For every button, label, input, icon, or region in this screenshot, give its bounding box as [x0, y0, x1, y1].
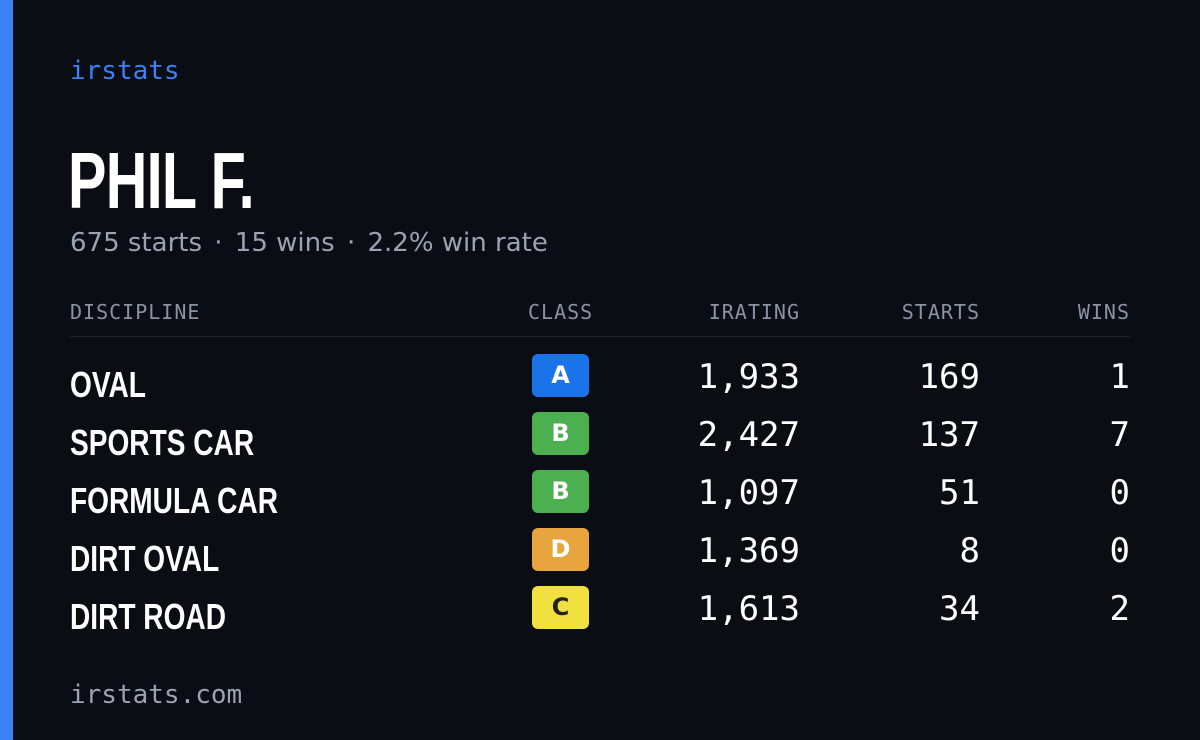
table-row: DIRT ROAD C 1,613 34 2 — [70, 584, 1130, 642]
discipline-name: DIRT OVAL — [70, 538, 220, 579]
irating-value: 1,097 — [697, 473, 800, 513]
accent-bar — [0, 0, 13, 740]
table-row: DIRT OVAL D 1,369 8 0 — [70, 526, 1130, 584]
driver-name: PHIL F. — [68, 136, 255, 225]
starts-value: 8 — [959, 531, 980, 571]
summary-starts: 675 starts — [70, 228, 202, 258]
header-class: CLASS — [528, 300, 594, 324]
class-badge: D — [532, 528, 589, 571]
driver-summary: 675 starts · 15 wins · 2.2% win rate — [70, 228, 548, 258]
starts-value: 137 — [918, 415, 980, 455]
discipline-table: OVAL A 1,933 169 1 SPORTS CAR B 2,427 13… — [70, 352, 1130, 642]
footer-url: irstats.com — [70, 680, 243, 710]
summary-separator: · — [214, 228, 223, 258]
irating-value: 1,933 — [697, 357, 800, 397]
summary-wins: 15 wins — [234, 228, 335, 258]
irating-value: 2,427 — [697, 415, 800, 455]
discipline-name: FORMULA CAR — [70, 480, 278, 521]
discipline-name: DIRT ROAD — [70, 596, 226, 637]
class-badge: B — [532, 470, 589, 513]
table-row: FORMULA CAR B 1,097 51 0 — [70, 468, 1130, 526]
wins-value: 1 — [1109, 357, 1130, 397]
starts-value: 169 — [918, 357, 980, 397]
header-wins: WINS — [1077, 300, 1130, 324]
starts-value: 34 — [939, 589, 980, 629]
class-badge: A — [532, 354, 589, 397]
wins-value: 0 — [1109, 531, 1130, 571]
header-irating: IRATING — [708, 300, 800, 324]
irating-value: 1,369 — [697, 531, 800, 571]
table-row: OVAL A 1,933 169 1 — [70, 352, 1130, 410]
wins-value: 2 — [1109, 589, 1130, 629]
wins-value: 0 — [1109, 473, 1130, 513]
table-header: DISCIPLINE CLASS IRATING STARTS WINS — [70, 300, 1130, 337]
summary-separator: · — [346, 228, 356, 258]
table-row: SPORTS CAR B 2,427 137 7 — [70, 410, 1130, 468]
class-badge: C — [532, 586, 589, 629]
brand-logo-text: irstats — [70, 56, 180, 86]
discipline-name: OVAL — [70, 364, 146, 405]
header-starts: STARTS — [901, 300, 980, 324]
class-badge: B — [532, 412, 589, 455]
starts-value: 51 — [939, 473, 980, 513]
header-discipline: DISCIPLINE — [70, 300, 201, 324]
wins-value: 7 — [1109, 415, 1130, 455]
discipline-name: SPORTS CAR — [70, 422, 255, 463]
summary-win-rate: 2.2% win rate — [367, 228, 548, 258]
irating-value: 1,613 — [697, 589, 800, 629]
